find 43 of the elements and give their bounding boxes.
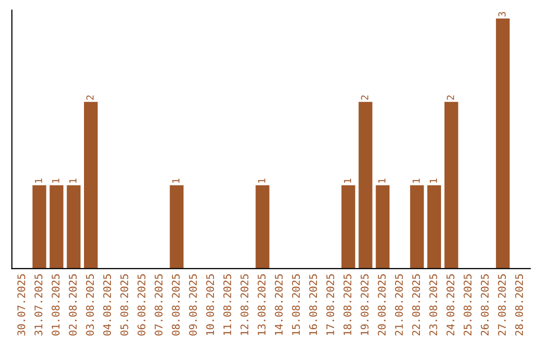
- x-tick-label: 12.08.2025: [240, 274, 248, 335]
- x-tick-label: 27.08.2025: [498, 274, 506, 336]
- data-label: 1: [378, 178, 386, 183]
- x-tick-label: 03.08.2025: [86, 274, 94, 336]
- data-label: 1: [344, 178, 352, 183]
- x-tick-label: 02.08.2025: [68, 274, 77, 336]
- x-tick-label: 08.08.2025: [172, 274, 180, 336]
- x-tick-label: 04.08.2025: [103, 274, 112, 336]
- x-tick-label: 07.08.2025: [154, 274, 163, 336]
- x-tick-label: 23.08.2025: [429, 274, 438, 336]
- x-tick-label: 16.08.2025: [309, 274, 318, 335]
- x-tick-label: 01.08.2025: [52, 274, 60, 336]
- x-tick-label: 05.08.2025: [120, 274, 128, 336]
- x-tick-label: 15.08.2025: [292, 274, 300, 335]
- x-tick-label: 26.08.2025: [480, 274, 489, 336]
- x-tick-label: 13.08.2025: [258, 274, 266, 335]
- x-tick-label: 09.08.2025: [189, 274, 197, 336]
- x-tick-label: 11.08.2025: [223, 274, 232, 335]
- data-label: 2: [446, 95, 454, 100]
- x-tick-label: 17.08.2025: [326, 274, 334, 335]
- data-label: 1: [52, 178, 60, 183]
- data-label: 1: [430, 178, 437, 183]
- data-label: 1: [34, 178, 42, 183]
- x-tick-label: 18.08.2025: [343, 274, 352, 335]
- x-tick-label: 31.07.2025: [34, 274, 42, 336]
- x-tick-label: 30.07.2025: [17, 274, 26, 336]
- data-label: 1: [69, 178, 76, 183]
- x-tick-label: 06.08.2025: [138, 274, 146, 336]
- data-label: 1: [412, 178, 420, 183]
- x-tick-label: 21.08.2025: [394, 274, 403, 336]
- x-tick-label: 20.08.2025: [378, 274, 386, 336]
- x-tick-label: 19.08.2025: [360, 274, 369, 335]
- x-tick-label: 10.08.2025: [206, 274, 214, 335]
- x-tick-label: 25.08.2025: [464, 274, 472, 336]
- data-label: 1: [172, 178, 180, 183]
- x-tick-label: 22.08.2025: [412, 274, 420, 336]
- data-label: 1: [258, 178, 266, 183]
- data-label: 2: [360, 95, 368, 100]
- x-tick-label: 28.08.2025: [515, 274, 524, 336]
- x-tick-label: 14.08.2025: [274, 274, 283, 335]
- x-tick-label: 24.08.2025: [446, 274, 454, 336]
- data-label: 2: [86, 95, 94, 100]
- data-label: 3: [498, 12, 506, 16]
